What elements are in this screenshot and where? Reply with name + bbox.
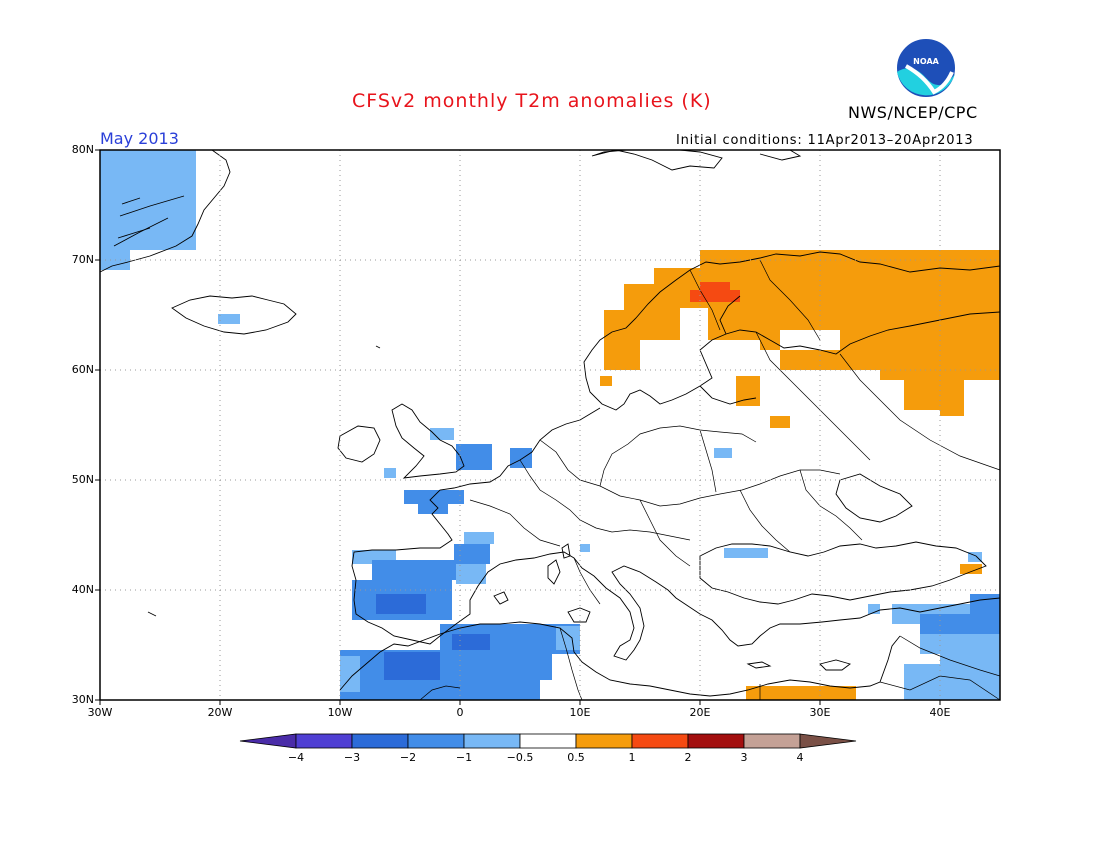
lon-label: 20E [689, 706, 711, 719]
anomaly-cell [340, 680, 540, 700]
lat-label: 80N [71, 143, 94, 156]
lon-label: 40E [929, 706, 951, 719]
lat-label: 50N [71, 473, 94, 486]
colorbar-label: 1 [628, 751, 636, 764]
anomaly-cell [418, 504, 448, 514]
colorbar-label: −0.5 [506, 751, 534, 764]
lon-label: 30W [87, 706, 113, 719]
anomaly-cell [714, 448, 732, 458]
lon-label: 0 [456, 706, 464, 719]
anomaly-cell [580, 544, 590, 552]
lon-label: 20W [207, 706, 233, 719]
anomaly-cell [452, 634, 490, 654]
anomaly-cell [456, 444, 492, 470]
chart-title: CFSv2 monthly T2m anomalies (K) [352, 90, 712, 112]
anomaly-cell [770, 416, 790, 428]
anomaly-cell [218, 314, 240, 324]
neutral-cell [640, 340, 680, 370]
anomaly-cell [904, 664, 944, 700]
agency-label: NWS/NCEP/CPC [848, 103, 978, 122]
anomaly-cell [454, 544, 490, 564]
colorbar-label: −1 [455, 751, 473, 764]
colorbar-label: −2 [399, 751, 417, 764]
anomaly-cell [430, 428, 454, 440]
anomaly-cell [372, 560, 456, 580]
anomaly-cell [510, 448, 532, 468]
anomaly-cell [340, 656, 360, 692]
lat-label: 70N [71, 253, 94, 266]
month-label: May 2013 [100, 129, 179, 148]
lon-label: 10W [327, 706, 353, 719]
map-frame [99, 149, 1001, 701]
anomaly-cell [868, 604, 880, 614]
lon-label: 10E [569, 706, 591, 719]
colorbar-label: −3 [343, 751, 361, 764]
anomaly-cell [724, 548, 768, 558]
anomaly-cell [970, 594, 1000, 614]
anomaly-cell [556, 626, 580, 650]
anomaly-cell [940, 650, 1000, 700]
colorbar-label: 0.5 [567, 751, 585, 764]
lon-label: 30E [809, 706, 831, 719]
anomaly-cell [464, 532, 494, 544]
anomaly-cells [100, 150, 1001, 700]
colorbar-label: 4 [796, 751, 804, 764]
neutral-cell [740, 350, 780, 370]
anomaly-cell [384, 468, 396, 478]
map-graticule [99, 149, 1000, 701]
colorbar-label: 3 [740, 751, 748, 764]
anomaly-cell [384, 652, 440, 680]
anomaly-cell [752, 250, 860, 294]
anomaly-cell [968, 552, 982, 562]
anomaly-cell [920, 634, 1000, 654]
colorbar-label: −4 [287, 751, 305, 764]
coastlines [99, 149, 1001, 701]
anomaly-cell [700, 282, 730, 300]
map-ticks [95, 149, 941, 705]
anomaly-cell [376, 594, 426, 614]
anomaly-cell [456, 564, 486, 584]
lat-label: 60N [71, 363, 94, 376]
anomaly-cell [100, 150, 196, 250]
anomaly-cell [404, 490, 464, 504]
lat-label: 30N [71, 693, 94, 706]
anomaly-cell [940, 370, 964, 416]
lat-label: 40N [71, 583, 94, 596]
colorbar-label: 2 [684, 751, 692, 764]
anomaly-cell [340, 650, 552, 680]
anomaly-cell [746, 686, 856, 700]
anomaly-cell [920, 614, 1000, 636]
neutral-cell [780, 330, 840, 350]
initial-conditions-label: Initial conditions: 11Apr2013–20Apr2013 [676, 133, 974, 148]
anomaly-cell [960, 564, 982, 574]
anomaly-cell [600, 376, 612, 386]
